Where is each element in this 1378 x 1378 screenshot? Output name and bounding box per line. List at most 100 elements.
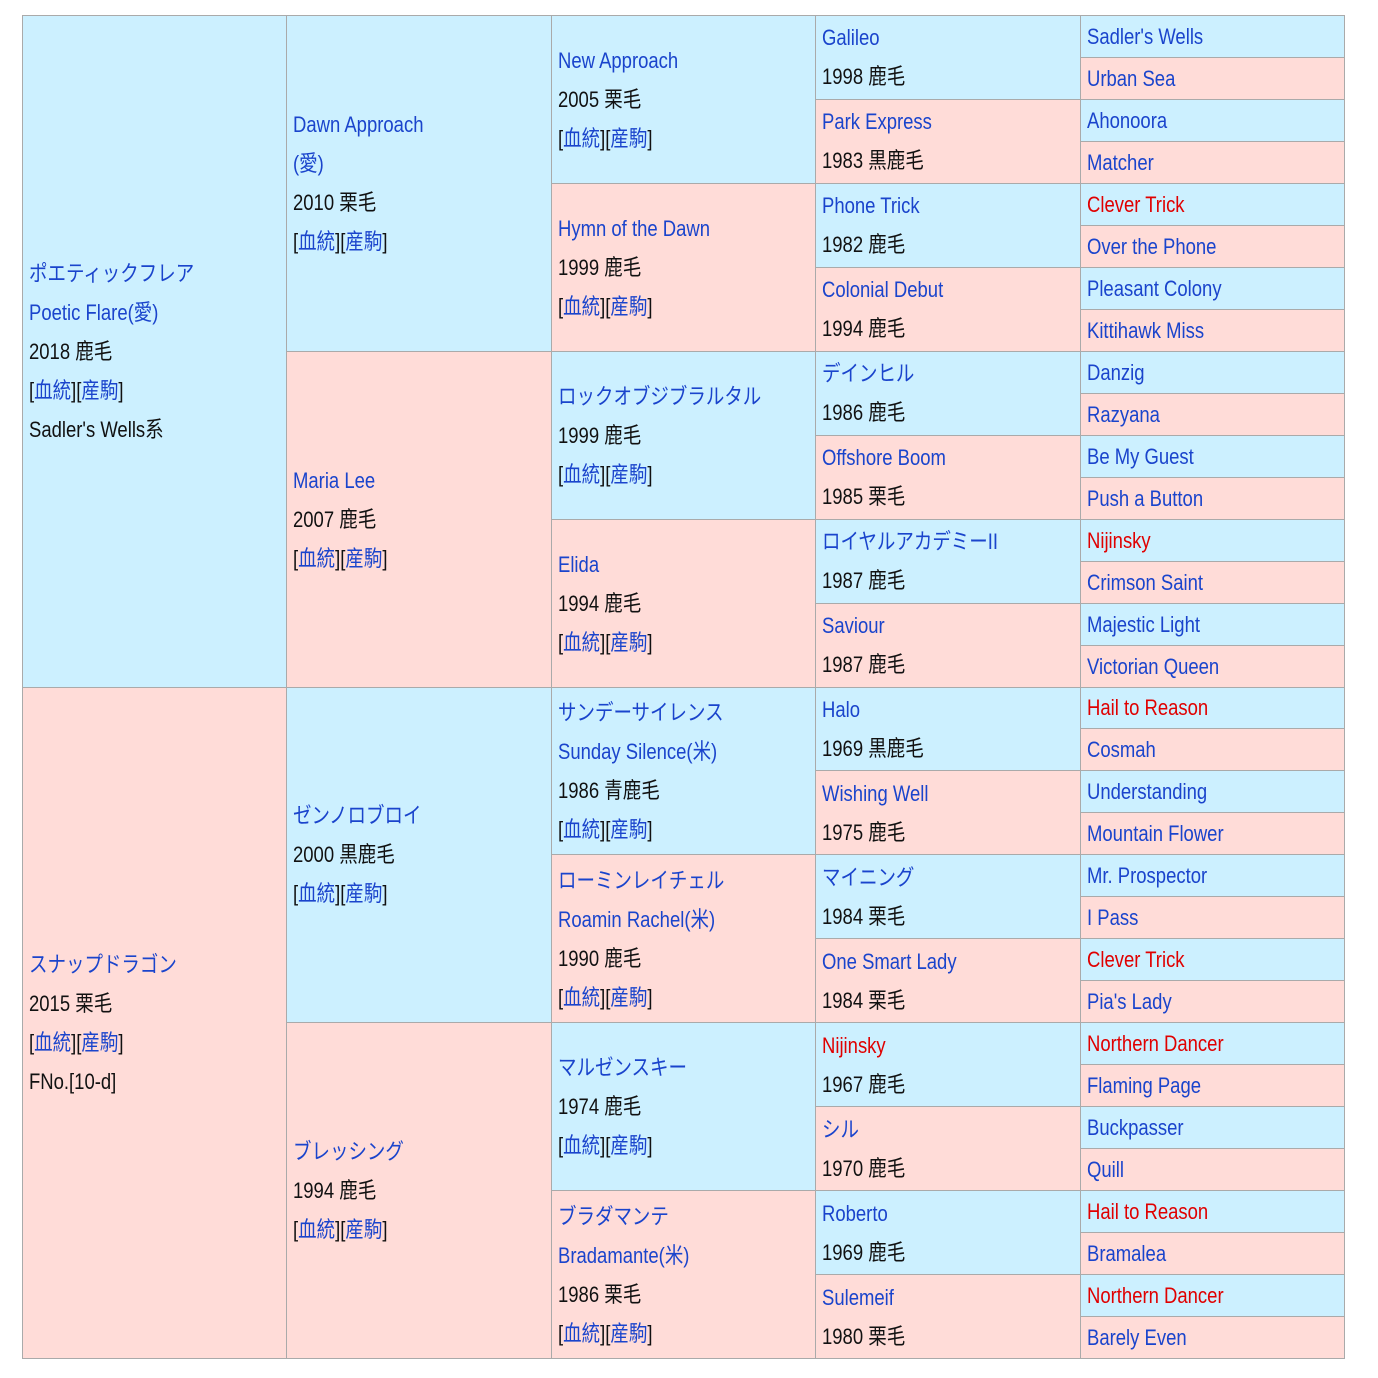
horse-name[interactable]: ポエティックフレア bbox=[29, 260, 195, 286]
pedigree-cell: ロックオブジブラルタル 1999 鹿毛 [血統][産駒] bbox=[550, 350, 817, 520]
horse-name[interactable]: Hail to Reason bbox=[1086, 695, 1208, 721]
horse-name[interactable]: Northern Dancer bbox=[1086, 1283, 1224, 1309]
horse-name[interactable]: Bramalea bbox=[1086, 1241, 1166, 1267]
horse-name[interactable]: Phone Trick bbox=[822, 193, 920, 219]
link[interactable]: 産駒 bbox=[81, 377, 119, 403]
horse-name[interactable]: マイニング bbox=[822, 864, 915, 890]
horse-name[interactable]: Dawn Approach bbox=[293, 112, 424, 138]
horse-name[interactable]: Urban Sea bbox=[1086, 65, 1175, 91]
horse-name[interactable]: Roamin Rachel(米) bbox=[557, 906, 715, 932]
link[interactable]: 血統 bbox=[34, 377, 72, 403]
horse-name[interactable]: ブレッシング bbox=[293, 1139, 405, 1165]
horse-name[interactable]: Over the Phone bbox=[1086, 233, 1217, 259]
horse-name[interactable]: Understanding bbox=[1086, 779, 1207, 805]
pedigree-cell: マイニング 1984 栗毛 bbox=[815, 854, 1081, 940]
horse-name[interactable]: Nijinsky bbox=[822, 1032, 886, 1058]
horse-name[interactable]: Roberto bbox=[822, 1200, 888, 1226]
horse-name[interactable]: Pia's Lady bbox=[1086, 989, 1172, 1015]
link[interactable]: 血統 bbox=[562, 629, 600, 655]
horse-name[interactable]: Buckpasser bbox=[1086, 1115, 1184, 1141]
horse-name[interactable]: Clever Trick bbox=[1086, 191, 1185, 217]
horse-name[interactable]: Wishing Well bbox=[822, 780, 929, 806]
link[interactable]: 血統 bbox=[562, 1320, 600, 1346]
link[interactable]: 血統 bbox=[562, 1133, 600, 1159]
horse-name[interactable]: New Approach bbox=[557, 47, 678, 73]
link[interactable]: 産駒 bbox=[610, 293, 648, 319]
horse-name[interactable]: ロイヤルアカデミーII bbox=[822, 529, 999, 555]
horse-name[interactable]: デインヒル bbox=[822, 361, 915, 387]
horse-name[interactable]: ブラダマンテ bbox=[557, 1203, 669, 1229]
link[interactable]: 産駒 bbox=[345, 1217, 383, 1243]
horse-name[interactable]: Hail to Reason bbox=[1086, 1199, 1208, 1225]
horse-name[interactable]: Push a Button bbox=[1086, 485, 1203, 511]
horse-name[interactable]: スナップドラゴン bbox=[29, 951, 177, 977]
link[interactable]: 産駒 bbox=[610, 629, 648, 655]
horse-name[interactable]: Galileo bbox=[822, 25, 880, 51]
horse-name[interactable]: Sadler's Wells bbox=[1086, 23, 1203, 49]
horse-name[interactable]: Maria Lee bbox=[293, 467, 376, 493]
horse-name[interactable]: Elida bbox=[557, 551, 599, 577]
horse-name[interactable]: Nijinsky bbox=[1086, 527, 1151, 553]
link[interactable]: 血統 bbox=[562, 984, 600, 1010]
horse-name[interactable]: ロックオブジブラルタル bbox=[557, 383, 762, 409]
link[interactable]: 血統 bbox=[298, 229, 336, 255]
horse-name[interactable]: Flaming Page bbox=[1086, 1073, 1201, 1099]
horse-name[interactable]: (愛) bbox=[293, 151, 325, 177]
horse-name[interactable]: シル bbox=[822, 1116, 860, 1142]
bracket: ] bbox=[118, 1029, 124, 1055]
link[interactable]: 産駒 bbox=[610, 816, 648, 842]
link[interactable]: 血統 bbox=[562, 461, 600, 487]
horse-name[interactable]: Barely Even bbox=[1086, 1325, 1187, 1351]
horse-name[interactable]: マルゼンスキー bbox=[557, 1055, 687, 1081]
horse-name[interactable]: Kittihawk Miss bbox=[1086, 317, 1204, 343]
link[interactable]: 血統 bbox=[298, 1217, 336, 1243]
link[interactable]: 血統 bbox=[34, 1029, 72, 1055]
link[interactable]: 産駒 bbox=[345, 881, 383, 907]
horse-name[interactable]: Clever Trick bbox=[1086, 947, 1185, 973]
horse-name[interactable]: Park Express bbox=[822, 109, 933, 135]
horse-name[interactable]: Poetic Flare(愛) bbox=[29, 299, 159, 325]
link[interactable]: 血統 bbox=[562, 125, 600, 151]
link[interactable]: 血統 bbox=[298, 881, 336, 907]
horse-name[interactable]: I Pass bbox=[1086, 905, 1138, 931]
horse-name[interactable]: Halo bbox=[822, 696, 861, 722]
horse-name[interactable]: Northern Dancer bbox=[1086, 1031, 1224, 1057]
link[interactable]: 産駒 bbox=[610, 984, 648, 1010]
horse-name[interactable]: One Smart Lady bbox=[822, 948, 957, 974]
horse-name[interactable]: Matcher bbox=[1086, 149, 1154, 175]
bracket: [ bbox=[557, 125, 563, 151]
horse-name[interactable]: Danzig bbox=[1086, 359, 1145, 385]
horse-name[interactable]: Sunday Silence(米) bbox=[557, 738, 718, 764]
horse-name[interactable]: Mr. Prospector bbox=[1086, 863, 1207, 889]
horse-name[interactable]: ゼンノロブロイ bbox=[293, 803, 422, 829]
horse-name[interactable]: Pleasant Colony bbox=[1086, 275, 1222, 301]
horse-name[interactable]: Razyana bbox=[1086, 401, 1160, 427]
link[interactable]: 血統 bbox=[562, 293, 600, 319]
link[interactable]: 産駒 bbox=[610, 1133, 648, 1159]
horse-name[interactable]: Bradamante(米) bbox=[557, 1242, 690, 1268]
link[interactable]: 血統 bbox=[298, 545, 336, 571]
horse-name[interactable]: Crimson Saint bbox=[1086, 569, 1203, 595]
link[interactable]: 血統 bbox=[562, 816, 600, 842]
horse-name[interactable]: Colonial Debut bbox=[822, 277, 944, 303]
horse-name[interactable]: Saviour bbox=[822, 613, 885, 639]
horse-name[interactable]: Ahonoora bbox=[1086, 107, 1167, 133]
horse-name[interactable]: Victorian Queen bbox=[1086, 653, 1219, 679]
link[interactable]: 産駒 bbox=[610, 125, 648, 151]
horse-name[interactable]: サンデーサイレンス bbox=[557, 699, 724, 725]
horse-name[interactable]: Sulemeif bbox=[822, 1284, 895, 1310]
horse-name[interactable]: ローミンレイチェル bbox=[557, 867, 725, 893]
horse-name[interactable]: Mountain Flower bbox=[1086, 821, 1224, 847]
link[interactable]: 産駒 bbox=[610, 461, 648, 487]
horse-name[interactable]: Be My Guest bbox=[1086, 443, 1194, 469]
horse-name[interactable]: Hymn of the Dawn bbox=[557, 215, 710, 241]
link[interactable]: 産駒 bbox=[81, 1029, 119, 1055]
horse-name[interactable]: Offshore Boom bbox=[822, 445, 947, 471]
link[interactable]: 産駒 bbox=[345, 545, 383, 571]
horse-name[interactable]: Quill bbox=[1086, 1157, 1124, 1183]
link[interactable]: 産駒 bbox=[345, 229, 383, 255]
pedigree-cell: Offshore Boom 1985 栗毛 bbox=[815, 434, 1081, 520]
horse-name[interactable]: Cosmah bbox=[1086, 737, 1156, 763]
link[interactable]: 産駒 bbox=[610, 1320, 648, 1346]
horse-name[interactable]: Majestic Light bbox=[1086, 611, 1200, 637]
